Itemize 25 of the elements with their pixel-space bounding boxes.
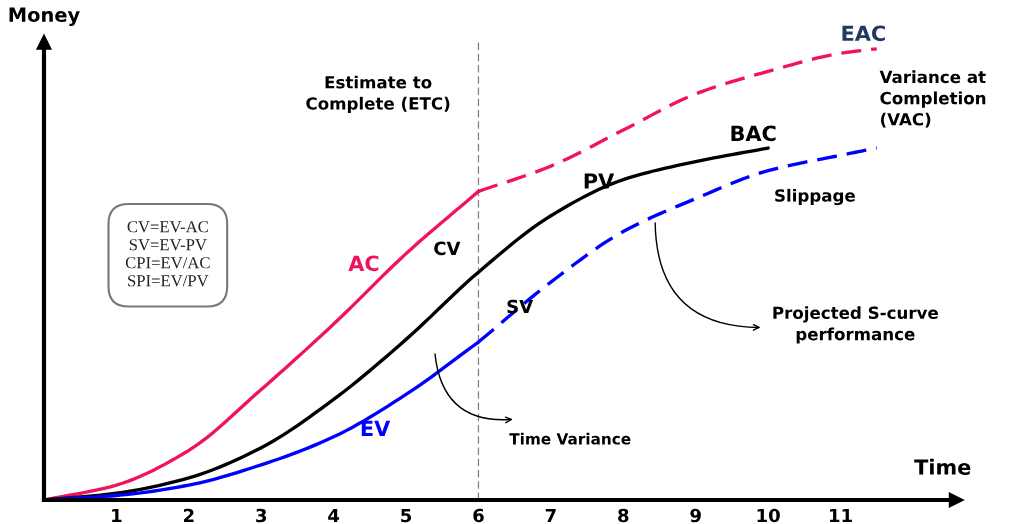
annotation: SV — [507, 299, 534, 314]
x-tick-label: 6 — [473, 508, 484, 523]
annotation: Variance at Completion (VAC) — [879, 70, 986, 128]
x-tick-label: 1 — [112, 508, 122, 523]
annotation: Slippage — [775, 188, 855, 206]
x-tick-label: 10 — [757, 508, 780, 523]
x-tick-label: 7 — [545, 508, 556, 523]
x-tick-label: 11 — [830, 508, 852, 523]
annotation: Time Variance — [509, 432, 631, 445]
annotation: CV=EV-AC SV=EV-PV CPI=EV/AC SPI=EV/PV — [125, 221, 210, 287]
x-tick-label: 8 — [618, 508, 629, 523]
x-tick-label: 9 — [690, 508, 701, 523]
y-axis-title: Money — [9, 7, 80, 26]
text: EAC — [842, 25, 885, 42]
x-tick-label: 5 — [401, 508, 412, 523]
series-label: EV — [361, 420, 391, 436]
annotation: BAC — [731, 125, 776, 142]
x-tick-label: 2 — [183, 508, 194, 523]
series-label: AC — [348, 255, 379, 272]
annotation: Estimate to Complete (ETC) — [306, 75, 450, 113]
annotation: Projected S-curve performance — [773, 306, 938, 344]
annotation: CV — [434, 241, 461, 256]
x-tick-label: 4 — [328, 508, 340, 523]
x-tick-label: 3 — [256, 508, 267, 523]
x-axis-title: Time — [914, 458, 971, 475]
